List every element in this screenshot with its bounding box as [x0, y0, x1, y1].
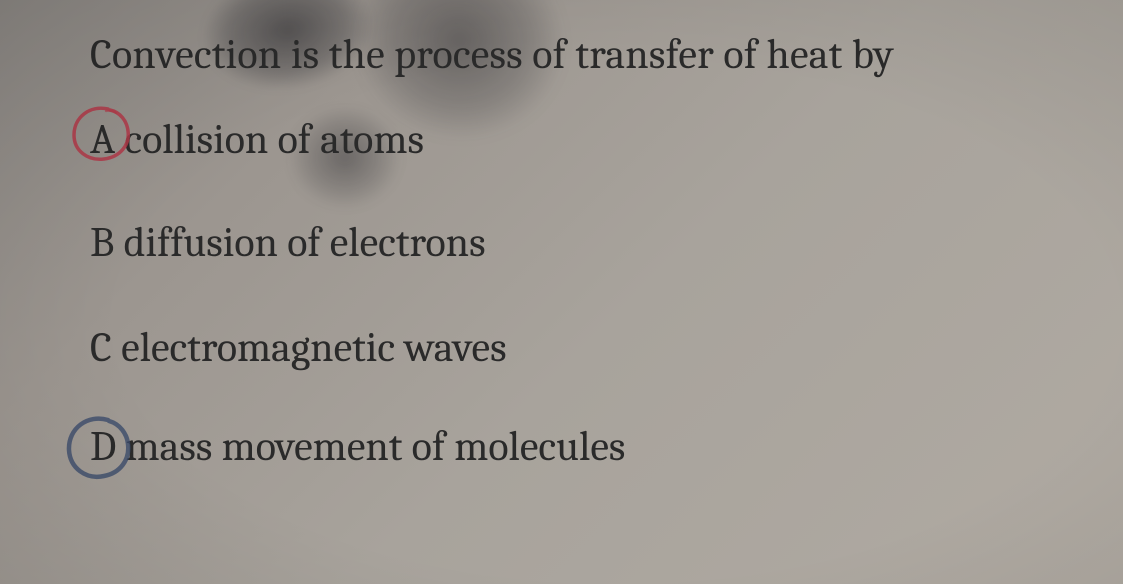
option-a: A collision of atoms	[90, 115, 1063, 164]
question-block: Convection is the process of transfer of…	[0, 0, 1123, 584]
option-text: diffusion of electrons	[124, 218, 486, 267]
option-text: mass movement of molecules	[126, 422, 626, 471]
option-letter: A	[90, 115, 115, 164]
option-letter: B	[90, 218, 114, 267]
option-letter: D	[90, 422, 116, 471]
question-stem: Convection is the process of transfer of…	[90, 30, 1063, 79]
option-letter: C	[90, 323, 112, 372]
option-b: B diffusion of electrons	[90, 218, 1063, 267]
option-text: electromagnetic waves	[121, 323, 506, 372]
option-text: collision of atoms	[124, 115, 424, 164]
question-text: Convection is the process of transfer of…	[90, 30, 894, 79]
option-d: D mass movement of molecules	[90, 422, 1063, 471]
option-c: C electromagnetic waves	[90, 323, 1063, 372]
